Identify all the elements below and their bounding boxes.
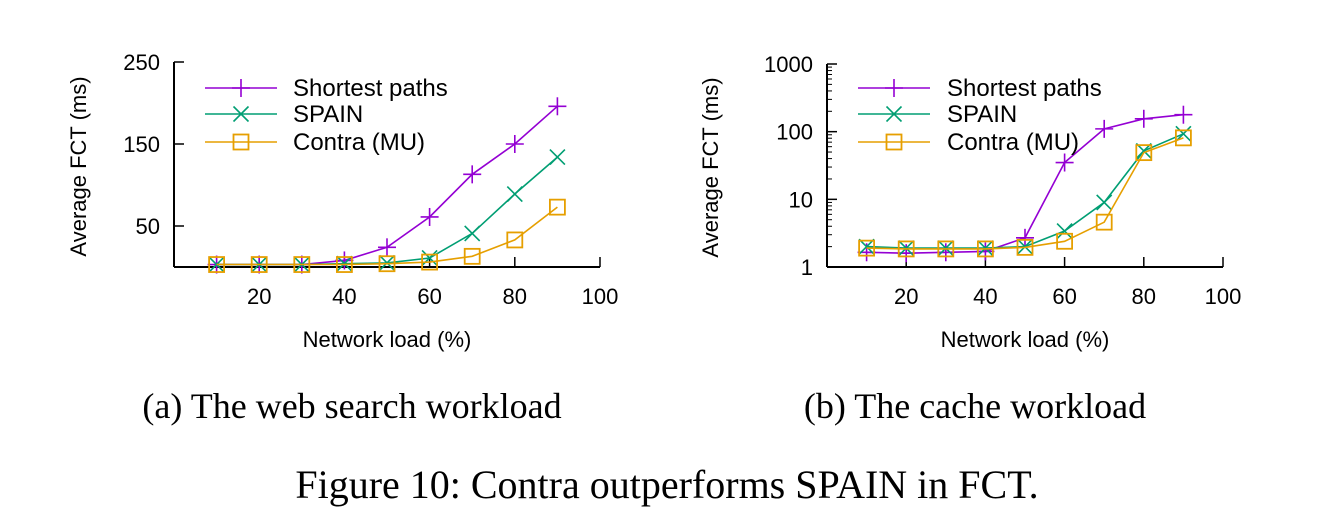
data-point: [936, 243, 955, 262]
data-point: [250, 256, 268, 273]
y-tick-label: 10: [789, 187, 813, 212]
data-point: [1016, 238, 1034, 256]
legend-label: Shortest paths: [947, 75, 1102, 102]
data-point: [463, 247, 481, 265]
legend-marker: [232, 133, 250, 151]
data-point: [1095, 213, 1113, 231]
data-point: [293, 256, 311, 273]
legend-item: Contra (MU): [205, 129, 425, 156]
data-point: [208, 256, 226, 273]
x-tick-label: 100: [1205, 284, 1242, 309]
data-point: [1175, 129, 1192, 147]
data-point: [1096, 194, 1113, 211]
x-tick-label: 60: [417, 284, 441, 309]
x-tick-label: 60: [1052, 284, 1076, 309]
series-line: [216, 206, 558, 266]
legend-label: Contra (MU): [293, 129, 425, 156]
data-point: [1175, 125, 1192, 142]
y-tick-label: 1000: [764, 52, 813, 77]
data-point: [421, 253, 439, 271]
legend-label: Contra (MU): [947, 129, 1079, 156]
data-point: [420, 207, 439, 226]
data-point: [977, 240, 994, 258]
data-point: [505, 135, 524, 153]
y-axis-label: Average FCT (ms): [66, 76, 91, 256]
data-point: [506, 185, 523, 203]
data-point: [1056, 222, 1073, 240]
data-point: [1016, 228, 1034, 247]
data-point: [1134, 109, 1153, 128]
legend-label: SPAIN: [293, 101, 363, 128]
legend-marker: [885, 133, 903, 151]
y-tick-label: 50: [136, 214, 160, 239]
x-tick-label: 80: [1132, 284, 1156, 309]
y-tick-label: 100: [776, 120, 813, 145]
chart-b: 1 10 100 1000 20 40 60 80 100 Network load (%) Ave…: [698, 52, 1241, 352]
data-point: [1135, 144, 1153, 162]
legend-item: SPAIN: [205, 101, 363, 128]
data-point: [463, 165, 482, 184]
data-point: [976, 242, 995, 261]
data-point: [335, 256, 353, 273]
legend-marker: [232, 79, 250, 97]
data-point: [858, 238, 875, 255]
data-point: [549, 198, 566, 216]
subcaption-b: (b) The cache workload: [804, 386, 1146, 426]
x-tick-label: 20: [247, 284, 271, 309]
series-shortest-paths: [857, 105, 1193, 263]
data-point: [464, 225, 481, 242]
data-point: [1056, 232, 1073, 250]
x-tick-label: 20: [894, 284, 918, 309]
legend-marker: [885, 79, 903, 97]
x-axis-label: Network load (%): [303, 327, 472, 352]
series-line: [866, 137, 1184, 250]
chart-a: 50 150 250 20 40 60 80 100 Network load (%) Avera…: [66, 50, 618, 352]
series-contra-mu: [208, 198, 566, 273]
x-tick-label: 40: [973, 284, 997, 309]
data-point: [378, 238, 396, 257]
data-point: [549, 149, 566, 166]
subcaption-a: (a) The web search workload: [142, 386, 561, 426]
y-tick-label: 1: [801, 255, 813, 280]
data-point: [858, 239, 875, 257]
legend-marker: [885, 105, 903, 123]
y-axis-label: Average FCT (ms): [698, 77, 723, 257]
data-point: [335, 251, 354, 270]
legend-item: Contra (MU): [858, 129, 1079, 156]
y-tick-label: 150: [123, 132, 160, 157]
legend-item: Shortest paths: [205, 75, 448, 102]
y-tick-label: 250: [123, 50, 160, 75]
legend-marker: [232, 105, 250, 123]
legend-item: Shortest paths: [858, 75, 1102, 102]
data-point: [1055, 153, 1074, 172]
legend-label: SPAIN: [947, 101, 1017, 128]
x-tick-label: 100: [582, 284, 619, 309]
x-tick-label: 80: [503, 284, 527, 309]
legend-label: Shortest paths: [293, 75, 448, 102]
data-point: [897, 240, 915, 258]
data-point: [897, 244, 916, 263]
data-point: [1174, 105, 1193, 124]
x-axis-label: Network load (%): [941, 327, 1110, 352]
data-point: [1095, 119, 1114, 138]
data-point: [937, 240, 955, 258]
data-point: [378, 255, 396, 273]
x-tick-label: 40: [332, 284, 356, 309]
legend-item: SPAIN: [858, 101, 1017, 128]
series-contra-mu: [858, 129, 1192, 258]
data-point: [548, 97, 567, 116]
figure-caption: Figure 10: Contra outperforms SPAIN in F…: [295, 462, 1038, 507]
data-point: [506, 231, 524, 249]
